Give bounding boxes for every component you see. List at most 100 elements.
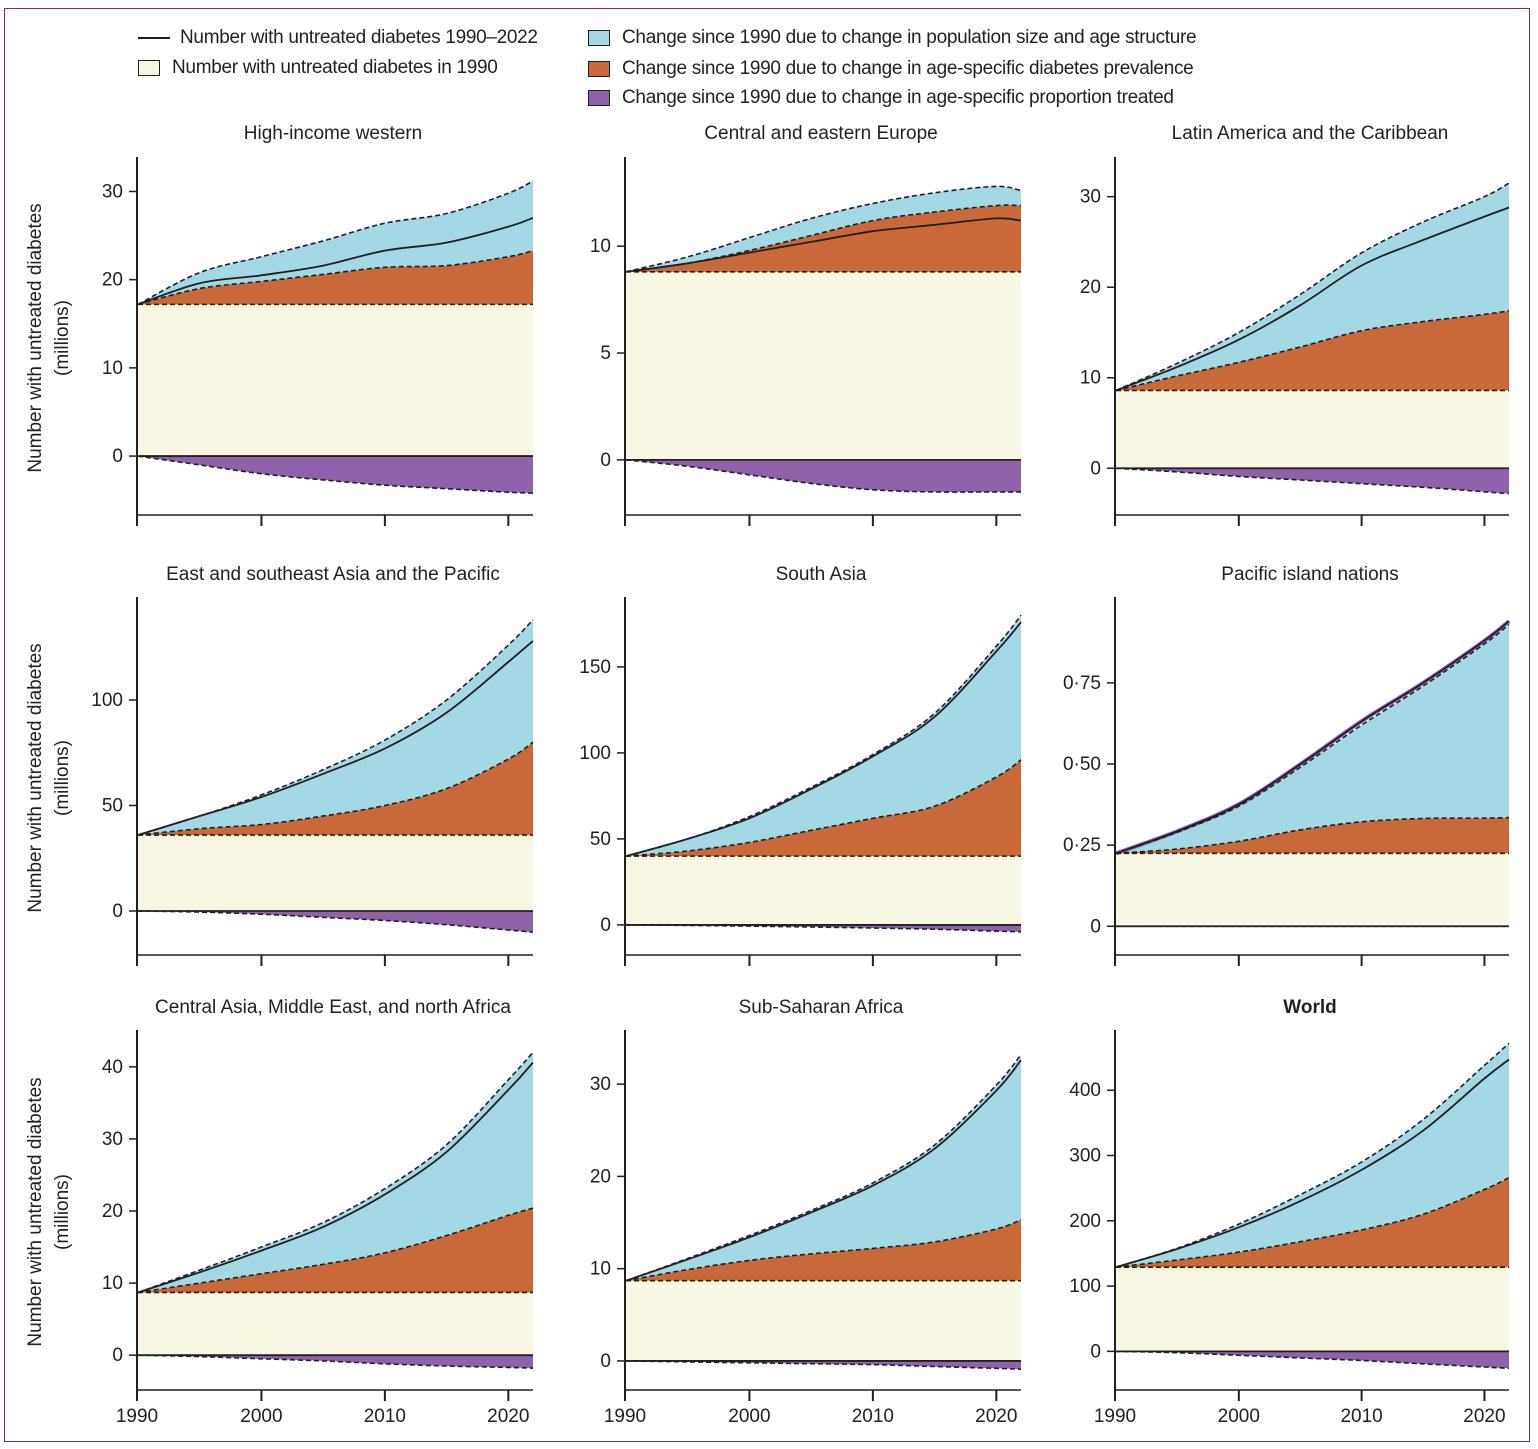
x-tick-label: 1990 bbox=[604, 1406, 646, 1427]
treatment-area bbox=[626, 1360, 1021, 1370]
legend-prevalence-swatch bbox=[588, 61, 610, 77]
treatment-area bbox=[626, 459, 1021, 493]
prevalence-dashed-line bbox=[625, 759, 1022, 857]
prevalence-area bbox=[626, 1219, 1021, 1281]
y-tick-label: 10 bbox=[1080, 368, 1101, 389]
prevalence-dashed-line bbox=[137, 1207, 534, 1294]
population-area bbox=[1116, 624, 1509, 854]
y-tick-label: 0 bbox=[600, 450, 611, 471]
panel-title: High-income western bbox=[244, 123, 422, 144]
y-tick-label: 100 bbox=[579, 743, 611, 764]
baseline-area bbox=[1116, 853, 1509, 927]
treatment-dashed-line bbox=[137, 1354, 534, 1369]
y-tick-label: 50 bbox=[102, 795, 123, 816]
baseline-area bbox=[626, 1280, 1021, 1361]
y-tick-label: 0 bbox=[112, 1345, 123, 1366]
prevalence-dashed-line bbox=[1115, 309, 1510, 392]
x-tick-label: 2000 bbox=[240, 1406, 282, 1427]
x-tick-label: 2020 bbox=[1463, 1406, 1505, 1427]
y-tick-label: 150 bbox=[579, 657, 611, 678]
y-tick-label: 0 bbox=[1090, 1341, 1101, 1362]
y-tick-label: 10 bbox=[102, 358, 123, 379]
x-tick-label: 2000 bbox=[1218, 1406, 1260, 1427]
legend-treatment-swatch bbox=[588, 90, 610, 106]
population-area bbox=[626, 1054, 1021, 1281]
population-dashed-line bbox=[1115, 1042, 1510, 1268]
y-tick-label: 300 bbox=[1069, 1146, 1101, 1167]
baseline-area bbox=[626, 856, 1021, 925]
baseline-area bbox=[1116, 1267, 1509, 1352]
legend-label: Number with untreated diabetes in 1990 bbox=[172, 57, 498, 78]
y-tick-label: 0 bbox=[112, 446, 123, 467]
baseline-area bbox=[138, 304, 533, 457]
treatment-dashed-line bbox=[137, 910, 534, 933]
legend-population-swatch bbox=[588, 30, 610, 46]
total-untreated-line bbox=[137, 217, 534, 306]
legend-label: Number with untreated diabetes 1990–2022 bbox=[180, 27, 538, 48]
total-untreated-line bbox=[625, 1059, 1022, 1282]
panel-central-and-eastern-europe: Central and eastern Europe 0 5 10 bbox=[590, 123, 1022, 526]
y-axis-label-units: (millions) bbox=[52, 740, 73, 816]
y-tick-label: 10 bbox=[102, 1273, 123, 1294]
x-tick-label: 2010 bbox=[852, 1406, 894, 1427]
prevalence-area bbox=[1116, 310, 1509, 391]
population-area bbox=[626, 615, 1021, 857]
prevalence-area bbox=[138, 250, 533, 305]
population-dashed-line bbox=[625, 1054, 1022, 1282]
y-tick-label: 40 bbox=[102, 1057, 123, 1078]
population-area bbox=[138, 619, 533, 835]
prevalence-dashed-line bbox=[1115, 1176, 1510, 1268]
y-tick-label: 100 bbox=[1069, 1276, 1101, 1297]
baseline-area bbox=[626, 271, 1021, 460]
population-dashed-line bbox=[137, 619, 534, 836]
treatment-area bbox=[626, 924, 1021, 932]
panel-title: Latin America and the Caribbean bbox=[1172, 123, 1449, 144]
y-axis-label-units: (millions) bbox=[52, 1174, 73, 1250]
legend-baseline-swatch bbox=[138, 60, 160, 76]
population-dashed-line bbox=[1115, 182, 1510, 392]
treatment-dashed-line bbox=[625, 1360, 1022, 1370]
total-untreated-line bbox=[625, 621, 1022, 857]
panel-title: Central Asia, Middle East, and north Afr… bbox=[155, 997, 511, 1018]
baseline-area bbox=[138, 835, 533, 912]
legend-item-prevalence: Change since 1990 due to change in age-s… bbox=[588, 58, 1194, 80]
panel-east-and-southeast-asia-and-the-pacific: East and southeast Asia and the Pacific 0… bbox=[25, 564, 534, 966]
population-dashed-line bbox=[137, 180, 534, 306]
population-area bbox=[626, 186, 1021, 272]
x-tick-label: 2000 bbox=[728, 1406, 770, 1427]
y-axis-label: Number with untreated diabetes bbox=[25, 1077, 46, 1346]
x-tick-label: 2010 bbox=[1340, 1406, 1382, 1427]
y-tick-label: 0·50 bbox=[1063, 754, 1101, 775]
y-tick-label: 50 bbox=[590, 829, 611, 850]
y-tick-label: 0·25 bbox=[1063, 835, 1101, 856]
panel-south-asia: South Asia 0 50 100 150 bbox=[579, 564, 1022, 966]
total-untreated-line bbox=[1115, 206, 1510, 392]
prevalence-area bbox=[626, 205, 1021, 272]
y-tick-label: 20 bbox=[590, 1166, 611, 1187]
treatment-dashed-line bbox=[1115, 467, 1510, 495]
y-tick-label: 30 bbox=[102, 1129, 123, 1150]
panel-central-asia-middle-east-and-north-africa: Central Asia, Middle East, and north Afr… bbox=[25, 997, 534, 1427]
y-tick-label: 10 bbox=[590, 1259, 611, 1280]
prevalence-dashed-line bbox=[137, 741, 534, 836]
prevalence-area bbox=[626, 759, 1021, 857]
y-tick-label: 20 bbox=[102, 270, 123, 291]
baseline-area bbox=[138, 1292, 533, 1356]
legend-item-baseline: Number with untreated diabetes in 1990 bbox=[138, 57, 498, 79]
y-tick-label: 30 bbox=[1080, 187, 1101, 208]
population-dashed-line bbox=[625, 185, 1022, 273]
x-tick-label: 1990 bbox=[1094, 1406, 1136, 1427]
y-axis-label: Number with untreated diabetes bbox=[25, 643, 46, 912]
x-tick-label: 2020 bbox=[975, 1406, 1017, 1427]
y-tick-label: 0 bbox=[112, 901, 123, 922]
prevalence-dashed-line bbox=[1115, 816, 1510, 855]
legend-label: Change since 1990 due to change in age-s… bbox=[622, 58, 1194, 79]
figure-frame bbox=[4, 8, 1530, 1442]
treatment-dashed-line bbox=[625, 459, 1021, 493]
panel-title: East and southeast Asia and the Pacific bbox=[166, 564, 500, 585]
treatment-area bbox=[138, 911, 533, 933]
treatment-dashed-line bbox=[137, 455, 534, 494]
y-tick-label: 400 bbox=[1069, 1080, 1101, 1101]
y-tick-label: 100 bbox=[91, 690, 123, 711]
